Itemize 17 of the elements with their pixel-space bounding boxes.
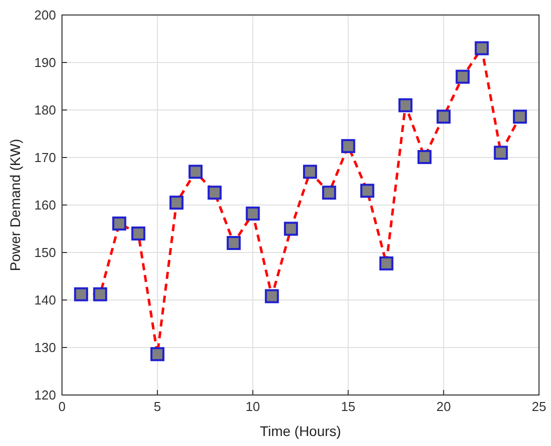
y-tick-label: 120	[34, 388, 56, 402]
x-tick-label: 0	[58, 399, 66, 414]
y-tick-label: 200	[34, 8, 56, 22]
y-tick-label: 130	[34, 340, 56, 355]
x-tick-label: 20	[436, 399, 451, 414]
x-tick-label: 10	[246, 399, 260, 414]
x-axis-title: Time (Hours)	[260, 423, 342, 439]
x-tick-label: 5	[154, 399, 162, 414]
y-tick-label: 150	[34, 245, 56, 260]
y-tick-label: 140	[34, 292, 56, 308]
y-tick-label: 170	[34, 150, 56, 165]
y-axis-title: Power Demand (KW)	[7, 138, 23, 272]
x-tick-label: 15	[340, 399, 356, 414]
y-tick-label: 190	[34, 55, 56, 70]
y-tick-label: 160	[34, 198, 56, 212]
y-tick-label: 180	[34, 102, 56, 118]
x-tick-label: 25	[532, 399, 546, 414]
